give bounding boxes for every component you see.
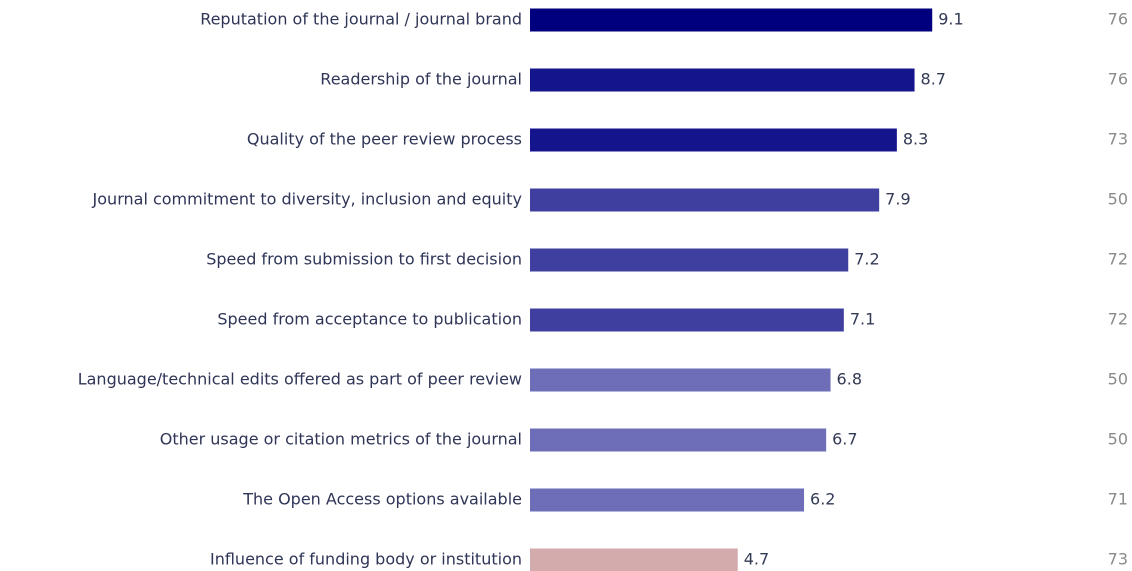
value-label: 7.9 [885,190,910,209]
category-label: Other usage or citation metrics of the j… [160,430,522,449]
bar [530,8,933,32]
bar [530,368,831,392]
bar [530,428,827,452]
category-label: Speed from acceptance to publication [217,310,522,329]
count-label: 73 [1108,130,1128,149]
value-label: 6.2 [810,490,835,509]
bar [530,488,805,512]
count-label: 71 [1108,490,1128,509]
value-label: 7.1 [850,310,875,329]
count-label: 72 [1108,250,1128,269]
category-label: Readership of the journal [320,70,522,89]
count-label: 72 [1108,310,1128,329]
category-label: Reputation of the journal / journal bran… [200,10,522,29]
category-label: Influence of funding body or institution [210,550,522,569]
count-label: 76 [1108,70,1128,89]
bar [530,128,897,152]
category-label: Language/technical edits offered as part… [78,370,522,389]
value-label: 9.1 [938,10,963,29]
value-label: 6.8 [837,370,862,389]
value-label: 6.7 [832,430,857,449]
value-label: 8.3 [903,130,928,149]
bar [530,68,915,92]
bar [530,188,880,212]
value-label: 8.7 [921,70,946,89]
category-label: Speed from submission to first decision [206,250,522,269]
count-label: 50 [1108,430,1128,449]
value-label: 4.7 [744,550,769,569]
bar [530,248,849,272]
count-label: 76 [1108,10,1128,29]
category-label: Quality of the peer review process [247,130,522,149]
category-label: Journal commitment to diversity, inclusi… [92,190,522,209]
bar [530,308,844,332]
value-label: 7.2 [854,250,879,269]
count-label: 50 [1108,190,1128,209]
count-label: 50 [1108,370,1128,389]
count-label: 73 [1108,550,1128,569]
bar [530,548,738,571]
category-label: The Open Access options available [242,490,522,509]
